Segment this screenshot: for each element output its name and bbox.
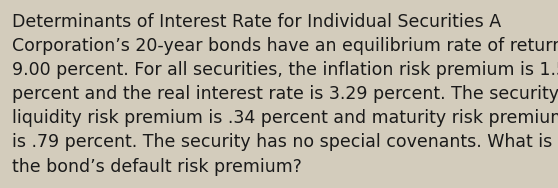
Text: Determinants of Interest Rate for Individual Securities A: Determinants of Interest Rate for Indivi…	[12, 13, 502, 31]
Text: Corporation’s 20-year bonds have an equilibrium rate of return of: Corporation’s 20-year bonds have an equi…	[12, 37, 558, 55]
Text: percent and the real interest rate is 3.29 percent. The security’s: percent and the real interest rate is 3.…	[12, 85, 558, 103]
Text: liquidity risk premium is .34 percent and maturity risk premium: liquidity risk premium is .34 percent an…	[12, 109, 558, 127]
Text: 9.00 percent. For all securities, the inflation risk premium is 1.54: 9.00 percent. For all securities, the in…	[12, 61, 558, 79]
Text: is .79 percent. The security has no special covenants. What is: is .79 percent. The security has no spec…	[12, 133, 552, 152]
Text: the bond’s default risk premium?: the bond’s default risk premium?	[12, 158, 302, 176]
